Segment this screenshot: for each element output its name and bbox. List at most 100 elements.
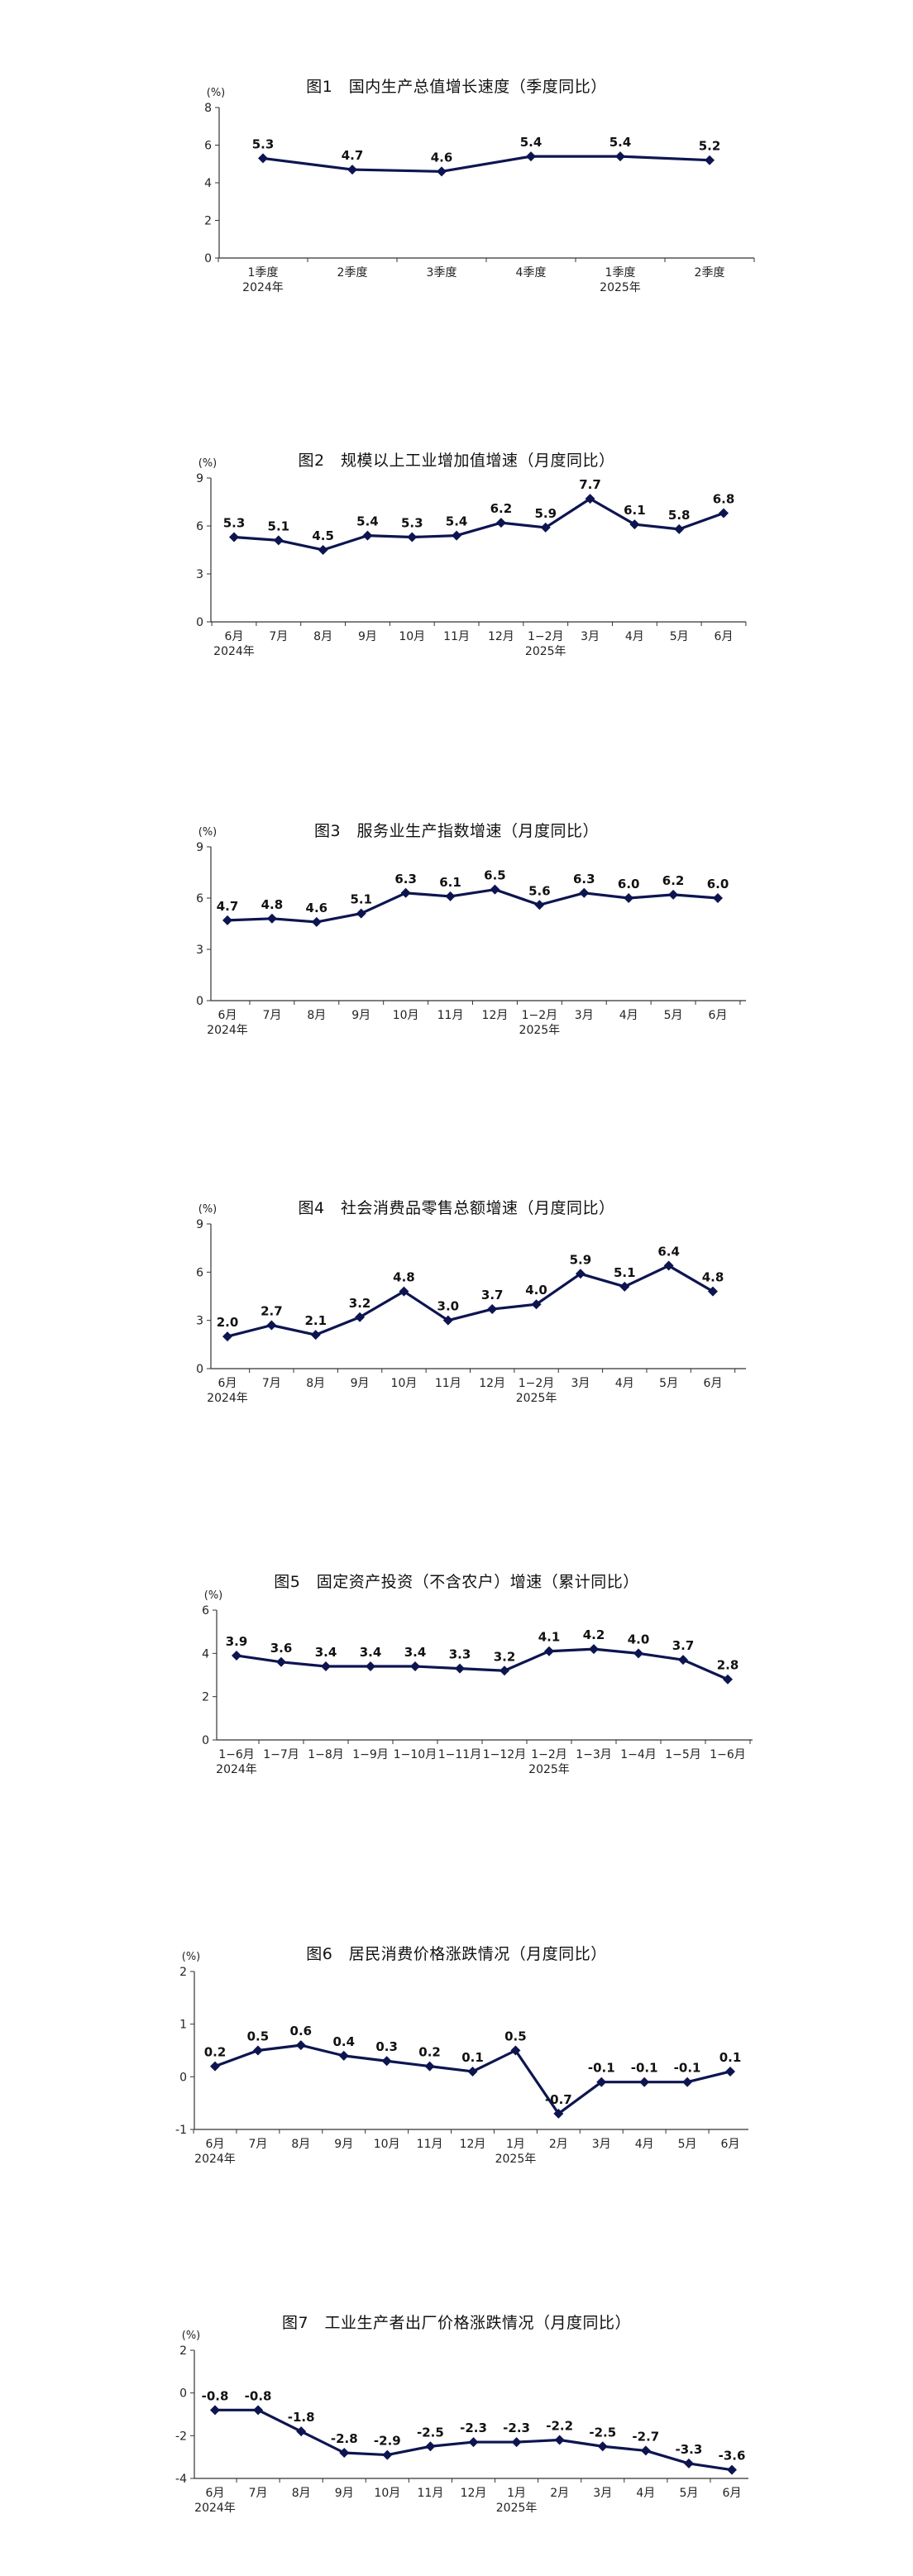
data-label: 7.7 <box>579 477 601 492</box>
data-point <box>490 884 500 895</box>
y-tick-label: 0 <box>179 2071 187 2084</box>
data-point <box>468 2437 479 2448</box>
x-year-label: 2024年 <box>216 1763 257 1776</box>
y-tick-label: 0 <box>196 1363 203 1376</box>
chart-title: 图6 居民消费价格涨跌情况（月度同比） <box>306 1945 607 1963</box>
data-label: 6.3 <box>573 872 595 887</box>
y-tick-label: -2 <box>175 2430 187 2443</box>
x-tick-label: 7月 <box>262 1009 281 1022</box>
series-line <box>233 497 724 552</box>
data-point <box>553 2108 564 2119</box>
data-label: 0.1 <box>719 2050 742 2065</box>
data-label: 6.4 <box>657 1245 680 1259</box>
x-tick-label: 1季度 <box>605 266 636 280</box>
data-label: 4.8 <box>261 897 284 912</box>
data-label: 3.7 <box>672 1638 695 1653</box>
x-tick-label: 1−2月 <box>519 1377 555 1390</box>
y-tick-label: 6 <box>202 1604 209 1618</box>
x-tick-label: 1−2月 <box>522 1009 558 1022</box>
data-label: -0.7 <box>545 2092 572 2107</box>
data-point <box>531 1299 542 1310</box>
data-point <box>318 545 328 555</box>
x-year-label: 2025年 <box>600 281 641 294</box>
chart-4: 图4 社会消费品零售总额增速（月度同比） (%) 0 3 6 9 6月 2024年 7月 8月 9月… <box>0 1181 913 1429</box>
x-tick-label: 6月 <box>704 1377 723 1390</box>
chart-title: 图7 工业生产者出厂价格涨跌情况（月度同比） <box>281 2314 632 2332</box>
data-label: 4.8 <box>702 1270 724 1285</box>
y-tick-label: 4 <box>202 1647 209 1661</box>
data-point <box>399 1286 409 1297</box>
data-point <box>585 494 595 504</box>
chart-title: 图5 固定资产投资（不含农户）增速（累计同比） <box>274 1573 639 1591</box>
x-tick-label: 10月 <box>399 630 425 643</box>
y-tick-label: 0 <box>204 252 212 265</box>
data-point <box>338 2050 349 2061</box>
x-tick-label: 2月 <box>550 2487 569 2500</box>
data-label: 4.2 <box>583 1627 605 1642</box>
data-point <box>210 2061 220 2072</box>
data-label: 5.2 <box>699 139 721 154</box>
data-label: 4.8 <box>393 1270 415 1285</box>
y-tick-label: -4 <box>175 2473 187 2486</box>
data-point <box>252 2045 263 2056</box>
data-point <box>487 1304 498 1315</box>
y-tick-label: 2 <box>202 1691 209 1704</box>
data-label: 0.2 <box>418 2045 441 2060</box>
data-point <box>619 1281 630 1292</box>
x-tick-label: 4月 <box>625 630 644 643</box>
x-tick-label: 1−2月 <box>531 1748 567 1761</box>
data-label: 0.2 <box>204 2045 227 2060</box>
data-label: 0.5 <box>247 2029 270 2044</box>
y-tick-label: 0 <box>196 995 203 1008</box>
x-tick-label: 1−5月 <box>665 1748 701 1761</box>
x-tick-label: 1−3月 <box>576 1748 612 1761</box>
x-tick-label: 1−12月 <box>483 1748 526 1761</box>
data-point <box>526 151 536 162</box>
data-point <box>596 2077 607 2087</box>
x-tick-label: 2月 <box>549 2138 568 2151</box>
chart-plot: (%) -1 0 1 2 6月 2024年 7月 8月 9月 10月 11月 12月 1月 2025年 2月 3… <box>175 1951 748 2166</box>
data-point <box>424 2061 435 2072</box>
data-label: 3.4 <box>315 1645 337 1660</box>
x-tick-label: 5月 <box>678 2138 697 2151</box>
data-label: 6.0 <box>618 877 640 891</box>
data-point <box>554 2435 565 2445</box>
x-tick-label: 12月 <box>460 2138 486 2151</box>
x-tick-label: 1−10月 <box>394 1748 437 1761</box>
x-year-label: 2024年 <box>207 1392 248 1405</box>
x-tick-label: 1−6月 <box>710 1748 746 1761</box>
y-tick-label: 8 <box>204 102 212 115</box>
x-tick-label: 8月 <box>307 1009 326 1022</box>
x-year-label: 2025年 <box>525 645 566 658</box>
data-point <box>425 2441 436 2452</box>
data-point <box>579 887 590 898</box>
data-label: 5.4 <box>446 514 468 529</box>
x-tick-label: 10月 <box>374 2487 400 2500</box>
series-line <box>227 888 719 924</box>
y-tick-label: 6 <box>196 1266 203 1279</box>
chart-title: 图3 服务业生产指数增速（月度同比） <box>313 822 600 840</box>
x-tick-label: 1−8月 <box>308 1748 344 1761</box>
chart-title: 图2 规模以上工业增加值增速（月度同比） <box>298 452 615 470</box>
x-tick-label: 3月 <box>571 1377 590 1390</box>
data-label: 3.4 <box>404 1645 427 1660</box>
chart-plot: (%) 0 3 6 9 6月 2024年 7月 8月 9月 10月 11月 12月 1−2月 2025年 3月… <box>196 457 747 658</box>
data-point <box>640 2445 651 2456</box>
data-label: 2.7 <box>261 1304 283 1319</box>
data-label: -2.5 <box>417 2425 444 2440</box>
data-label: -2.3 <box>460 2421 487 2435</box>
x-tick-label: 7月 <box>269 630 288 643</box>
x-tick-label: 12月 <box>482 1009 509 1022</box>
data-point <box>296 2426 307 2437</box>
x-year-label: 2025年 <box>496 2502 538 2515</box>
x-tick-label: 6月 <box>218 1009 237 1022</box>
data-point <box>400 887 411 898</box>
data-label: 5.4 <box>520 135 543 150</box>
data-label: 0.4 <box>332 2034 355 2049</box>
y-tick-label: 0 <box>202 1734 209 1747</box>
data-point <box>273 535 284 546</box>
data-label: 3.0 <box>437 1299 460 1314</box>
data-point <box>310 1330 321 1341</box>
x-tick-label: 1月 <box>506 2138 525 2151</box>
y-tick-label: 9 <box>196 1218 203 1231</box>
